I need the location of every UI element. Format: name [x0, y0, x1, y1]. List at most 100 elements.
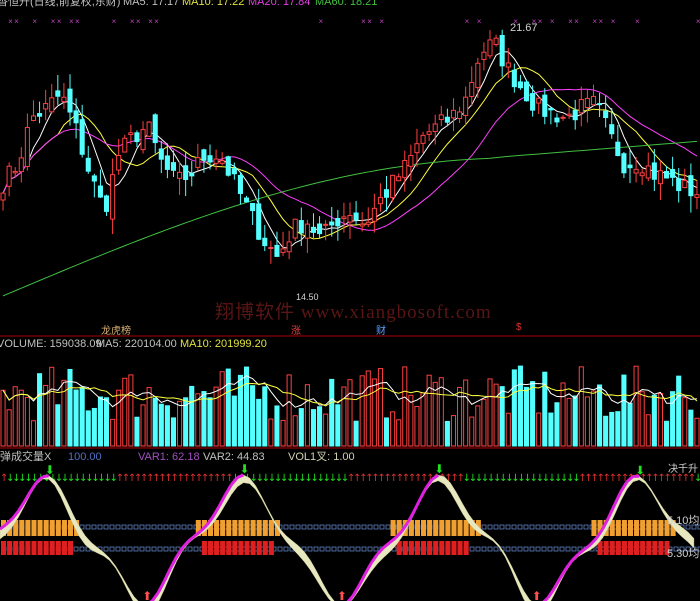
level-marker [571, 546, 577, 552]
down-arrow-icon: ↓ [310, 473, 318, 484]
red-block [1, 541, 7, 555]
down-arrow-icon: ↓ [24, 473, 32, 484]
candle-body [657, 170, 663, 185]
orange-block [433, 520, 439, 536]
up-arrow-icon: ↑ [426, 473, 434, 484]
volume-bar [633, 365, 639, 447]
volume-bar [323, 413, 329, 447]
indicator-value: 100.00 [68, 451, 102, 463]
level-marker [157, 524, 163, 530]
level-marker [505, 524, 511, 530]
level-marker [373, 524, 379, 530]
volume-bar [420, 392, 426, 447]
oscillator-rise [601, 516, 611, 530]
down-arrow-icon: ↓ [280, 473, 288, 484]
orange-block [609, 520, 615, 536]
level-marker [115, 546, 121, 552]
orange-block [621, 520, 627, 536]
orange-block [457, 520, 463, 536]
orange-block [390, 520, 396, 536]
volume-bar [256, 398, 262, 447]
red-block [268, 541, 274, 555]
signal-marker: × [32, 17, 37, 26]
candle-body [146, 121, 152, 137]
oscillator-rise [607, 503, 617, 519]
volume-bar [237, 374, 243, 447]
down-arrow-icon: ↓ [73, 473, 81, 484]
ma10-legend: MA10: 17.22 [182, 0, 245, 8]
orange-block [463, 520, 469, 536]
candle-body [438, 114, 444, 121]
volume-legend: VOLUME: 159038.09 [0, 338, 102, 350]
var2-legend: VAR2: 44.83 [203, 451, 265, 463]
volume-bar [183, 397, 189, 447]
volume-bar [639, 391, 645, 447]
red-block [414, 541, 420, 555]
sell-arrow-icon: ⬇ [239, 462, 249, 476]
candle-body [365, 221, 371, 225]
red-block [457, 541, 463, 555]
event-tag-cai[interactable]: 财 [376, 326, 386, 337]
volume-bar [158, 403, 164, 447]
candle-body [262, 237, 268, 247]
candle-body [0, 192, 6, 201]
orange-block [226, 520, 232, 536]
up-arrow-icon: ↑ [134, 473, 142, 484]
orange-block [214, 520, 220, 536]
candle-body [414, 143, 420, 154]
volume-bar [481, 398, 487, 447]
candle-body [24, 127, 30, 167]
event-tag-lhb[interactable]: 龙虎榜 [101, 326, 131, 337]
red-block [262, 541, 268, 555]
level-marker [121, 524, 127, 530]
low-price-label: 14.50 [296, 292, 319, 302]
signal-marker: × [532, 17, 537, 26]
level-marker [685, 524, 691, 530]
signal-marker: × [477, 17, 482, 26]
event-tag-zhang[interactable]: 涨 [291, 326, 301, 337]
candle-body [73, 110, 79, 124]
candle-body [383, 189, 390, 198]
red-block [439, 541, 445, 555]
red-block [445, 541, 451, 555]
ma20-legend: MA20: 17.84 [248, 0, 311, 8]
volume-bar [676, 375, 682, 447]
candle-body [493, 37, 499, 46]
signal-marker: × [148, 17, 153, 26]
volume-bar [475, 405, 481, 447]
event-tag-dollar[interactable]: $ [516, 322, 522, 333]
oscillator-rise [394, 530, 403, 539]
oscillator-rise [431, 473, 440, 481]
level-marker [319, 524, 325, 530]
candle-body [609, 124, 615, 135]
orange-block [634, 520, 640, 536]
candle-body [213, 158, 219, 164]
level-marker [187, 524, 193, 530]
up-arrow-icon: ↑ [645, 473, 653, 484]
volume-bar [122, 377, 128, 447]
volume-bar [329, 378, 335, 447]
candle-body [323, 223, 329, 226]
candle-body [177, 171, 183, 179]
up-arrow-icon: ↑ [122, 473, 130, 484]
level-marker [541, 546, 547, 552]
red-block [597, 541, 603, 555]
red-block [61, 541, 67, 555]
level-marker [277, 546, 283, 552]
level-marker [79, 524, 85, 530]
ma5-legend: MA5: 17.17 [123, 0, 180, 8]
red-block [634, 541, 640, 555]
red-block [238, 541, 244, 555]
candle-body [43, 103, 49, 110]
up-arrow-icon: ↑ [603, 473, 611, 484]
candle-body [256, 203, 262, 240]
volume-bar [116, 389, 122, 447]
level-marker [307, 524, 313, 530]
down-arrow-icon: ↓ [61, 473, 69, 484]
red-block [646, 541, 652, 555]
level-marker [511, 524, 517, 530]
candle-body [12, 170, 18, 174]
up-arrow-icon: ↑ [676, 473, 684, 484]
volume-bar [396, 419, 402, 447]
